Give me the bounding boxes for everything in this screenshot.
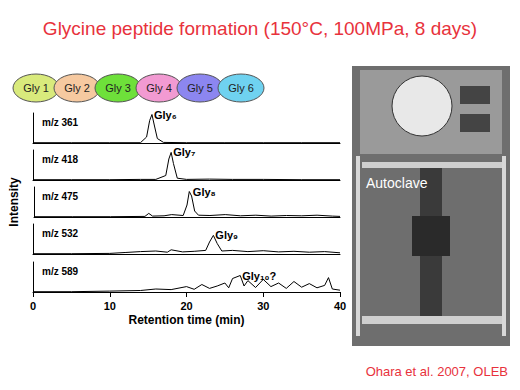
svg-text:Retention time (min): Retention time (min) [129, 313, 245, 327]
html-text:Ohara et al. 2007, OLEB: Ohara et al. 2007, OLEB [365, 364, 508, 379]
svg-text:Gly 6: Gly 6 [228, 82, 254, 94]
svg-text:Gly₈: Gly₈ [193, 186, 216, 198]
html-text:Glycine peptide formation (150: Glycine peptide formation (150°C, 100MPa… [42, 18, 478, 39]
svg-text:Gly 1: Gly 1 [23, 82, 49, 94]
svg-text:0: 0 [30, 300, 36, 312]
svg-text:Gly₉: Gly₉ [215, 229, 238, 241]
svg-text:Autoclave: Autoclave [366, 175, 428, 191]
svg-text:m/z 418: m/z 418 [42, 154, 79, 165]
svg-text:20: 20 [180, 300, 192, 312]
svg-text:Intensity: Intensity [7, 177, 21, 227]
svg-text:Gly 3: Gly 3 [105, 82, 131, 94]
svg-text:m/z 361: m/z 361 [42, 117, 79, 128]
svg-text:m/z 532: m/z 532 [42, 228, 79, 239]
svg-text:Gly₆: Gly₆ [154, 109, 177, 121]
svg-text:Gly₇: Gly₇ [173, 146, 195, 158]
svg-text:Gly 5: Gly 5 [187, 82, 213, 94]
svg-text:40: 40 [334, 300, 346, 312]
svg-text:m/z 589: m/z 589 [42, 266, 79, 277]
svg-text:30: 30 [257, 300, 269, 312]
svg-text:m/z 475: m/z 475 [42, 191, 79, 202]
svg-text:Gly 2: Gly 2 [64, 82, 90, 94]
svg-text:Gly₁₀?: Gly₁₀? [242, 270, 276, 282]
svg-text:10: 10 [104, 300, 116, 312]
svg-text:Gly 4: Gly 4 [146, 82, 172, 94]
